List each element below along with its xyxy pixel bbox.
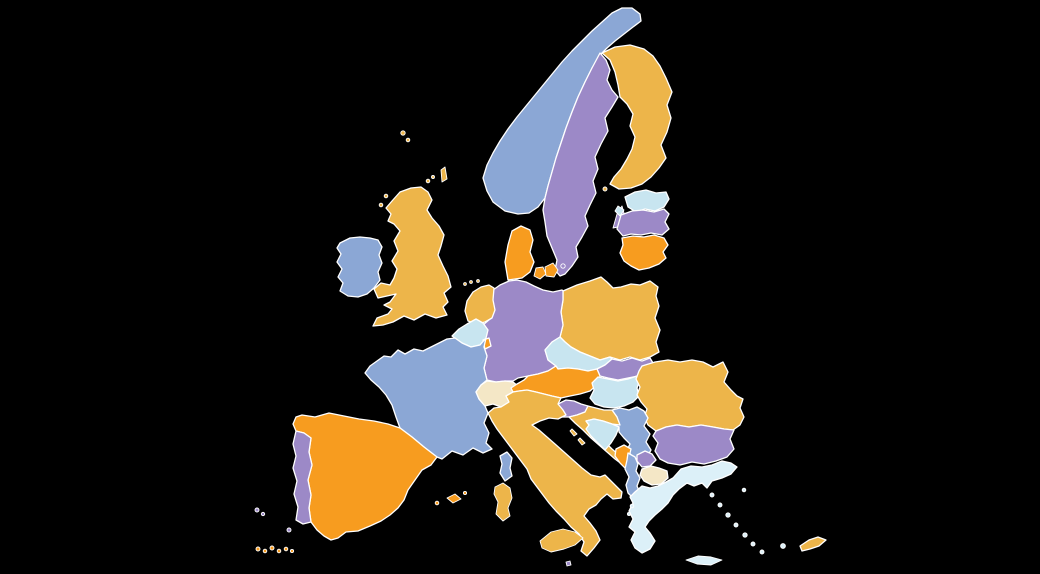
aegean-island — [717, 502, 723, 508]
country-ireland — [336, 236, 383, 298]
faroe-island — [405, 137, 411, 143]
country-romania — [635, 359, 745, 432]
country-bulgaria — [652, 424, 735, 466]
frisian-island — [476, 279, 480, 283]
country-cyprus — [799, 536, 827, 552]
menorca-island — [462, 490, 468, 496]
country-north-macedonia — [639, 465, 669, 486]
dalmatian-island — [569, 428, 578, 437]
hebrides-island — [378, 202, 384, 208]
country-lithuania — [619, 234, 669, 271]
country-denmark — [504, 225, 559, 281]
country-united-kingdom — [372, 130, 452, 327]
jutland-peninsula — [504, 225, 535, 281]
country-malta — [565, 560, 572, 567]
country-kosovo — [636, 450, 657, 468]
bornholm-island — [560, 263, 566, 269]
country-greece — [626, 460, 786, 566]
aegean-island — [759, 549, 765, 555]
country-italy — [487, 389, 623, 557]
frisian-island — [463, 282, 467, 286]
canary-island — [262, 548, 268, 554]
country-latvia — [616, 208, 670, 237]
aegean-island — [750, 541, 756, 547]
canary-island — [255, 546, 261, 552]
funen-island — [533, 266, 547, 280]
sardinia-island — [493, 482, 513, 522]
shetland-island — [440, 166, 448, 183]
orkney-island — [425, 178, 431, 184]
aland-island — [602, 186, 608, 192]
aegean-island — [725, 512, 731, 518]
aegean-island — [741, 487, 747, 493]
country-bosnia-herzegovina — [585, 418, 620, 451]
faroe-island — [400, 130, 406, 136]
great-britain — [372, 186, 452, 327]
country-portugal — [254, 430, 313, 533]
ibiza-island — [434, 500, 440, 506]
canary-island — [269, 545, 275, 551]
zealand-island — [544, 262, 559, 278]
sicily-island — [539, 528, 584, 553]
country-hungary — [589, 375, 641, 409]
corsica-island — [499, 451, 513, 482]
country-france — [364, 337, 493, 460]
orkney-island — [431, 175, 435, 179]
azores-island — [254, 507, 260, 513]
country-finland — [601, 44, 673, 192]
canary-island — [289, 548, 295, 554]
azores-island — [260, 511, 266, 517]
canary-island — [283, 546, 289, 552]
dalmatian-island — [577, 437, 586, 446]
country-netherlands — [463, 279, 496, 325]
aegean-island — [742, 532, 748, 538]
mallorca-island — [446, 493, 462, 504]
madeira-island — [286, 527, 292, 533]
country-germany — [482, 279, 564, 383]
frisian-island — [469, 280, 473, 284]
crete-island — [685, 555, 723, 566]
canary-island — [276, 548, 282, 554]
aegean-island — [709, 492, 715, 498]
saaremaa-island — [614, 205, 625, 217]
aegean-island — [733, 522, 739, 528]
country-poland — [559, 276, 661, 361]
ionian-island — [629, 503, 635, 509]
rhodes-island — [780, 543, 786, 549]
ionian-island — [626, 511, 632, 517]
hebrides-island — [383, 193, 389, 199]
